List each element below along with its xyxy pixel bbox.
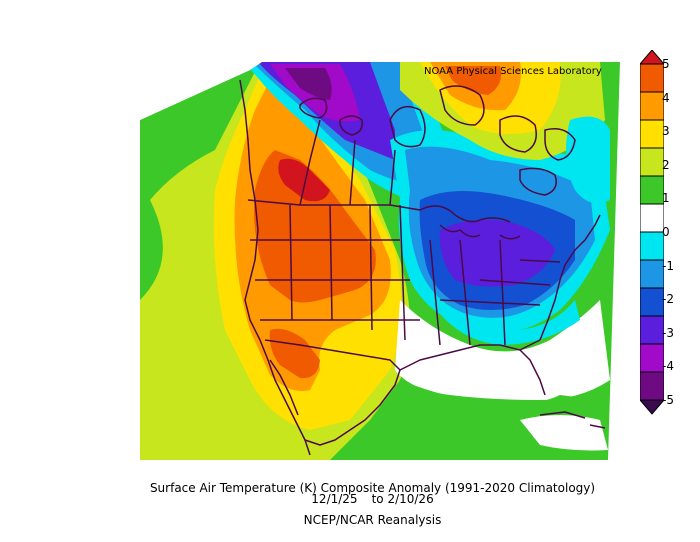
colorbar-tick-label: -4 [662,359,674,374]
colorbar-segment [640,343,664,373]
colorbar-segment [640,259,664,289]
colorbar-segment [640,231,664,261]
colorbar-segment [640,287,664,317]
map-title: Surface Air Temperature (K) Composite An… [149,481,596,495]
colorbar-segment [640,63,664,93]
colorbar-tick-label: 4 [662,90,670,105]
colorbar-segment [640,147,664,177]
colorbar-tick-label: 5 [662,57,670,71]
colorbar-segment [640,175,664,205]
anomaly-dark-orange-northeast [445,66,502,95]
anomaly-dark-orange-west [254,150,376,303]
anomaly-white-caribbean [520,415,608,451]
colorbar-segment [640,203,664,233]
anomaly-white-southeast [395,300,610,400]
colorbar-top-arrow [640,50,664,65]
colorbar-segment [640,119,664,149]
colorbar-tick-label: 1 [662,191,670,206]
colorbar-segment [640,315,664,345]
date-end: 2/10/26 [387,492,434,506]
colorbar-tick-label: 0 [662,225,670,239]
map-source: NCEP/NCAR Reanalysis [303,513,442,527]
colorbar-tick-label: 3 [662,124,670,139]
colorbar-tick-label: -2 [662,292,674,307]
anomaly-dark-orange-southwest [269,328,320,379]
colorbar-tick-label: -3 [662,325,674,340]
colorbar-tick-label: -1 [662,258,674,273]
date-to: to [371,492,384,506]
map-date-range: 12/1/25 to 2/10/26 [0,492,700,506]
date-start: 12/1/25 [311,492,358,506]
colorbar-bottom-arrow [640,399,664,415]
anomaly-cyan-labrador [566,116,610,204]
political-borders [239,79,606,456]
data-credit: NOAA Physical Sciences Laboratory [424,66,602,77]
colorbar-segment [640,371,664,401]
map-no-data-mask [130,50,262,120]
anomaly-deep-purple-north [285,68,332,100]
colorbar-tick-label: 2 [662,157,670,172]
colorbar-tick-label: -5 [662,393,674,407]
colorbar [640,50,664,415]
colorbar-segment [640,91,664,121]
anomaly-red-core [278,158,330,202]
